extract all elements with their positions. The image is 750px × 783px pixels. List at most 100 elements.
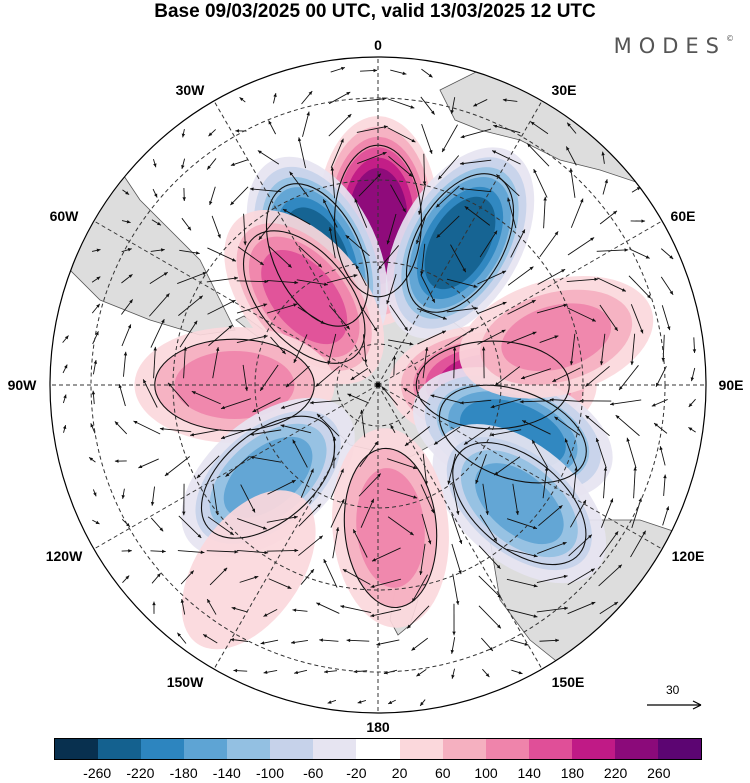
wind-arrow xyxy=(479,514,498,542)
wind-arrow xyxy=(370,578,402,588)
wind-arrow xyxy=(537,541,567,555)
reference-vector-label: 30 xyxy=(666,683,680,697)
wind-arrow xyxy=(121,488,125,499)
wind-arrow xyxy=(212,347,220,379)
wind-arrow xyxy=(520,368,552,380)
wind-arrow xyxy=(298,245,323,268)
wind-arrow xyxy=(230,638,249,642)
wind-arrow xyxy=(598,564,623,587)
wind-arrow xyxy=(149,271,168,284)
wind-arrow xyxy=(133,420,161,435)
wind-arrow xyxy=(220,428,252,440)
wind-arrow xyxy=(268,578,292,589)
wind-arrow xyxy=(630,530,647,558)
wind-arrow xyxy=(536,574,568,584)
colorbar-tick-label: 60 xyxy=(435,765,451,781)
wind-arrow xyxy=(660,248,674,260)
wind-arrow xyxy=(451,513,463,545)
wind-arrow xyxy=(450,244,467,273)
wind-arrow xyxy=(237,246,264,266)
wind-arrow xyxy=(633,466,637,499)
wind-arrow xyxy=(332,436,337,469)
wind-arrow xyxy=(152,601,156,614)
wind-arrow xyxy=(370,608,402,618)
wind-arrow xyxy=(450,97,456,114)
wind-arrow xyxy=(182,187,186,201)
wind-arrow xyxy=(433,426,461,445)
colorbar-tick-label: -220 xyxy=(126,765,155,781)
wind-arrow xyxy=(121,273,133,284)
wind-arrow xyxy=(315,365,340,387)
wind-arrow xyxy=(506,578,538,588)
wind-arrow xyxy=(91,276,101,283)
colorbar-tick-label: -140 xyxy=(212,765,241,781)
wind-arrow xyxy=(114,421,128,435)
colorbar-swatch xyxy=(98,739,142,759)
wind-arrow xyxy=(250,455,282,463)
wind-arrow xyxy=(596,248,629,252)
colorbar-ticks: -260 -220 -180 -140 -100 -60 -20 20 60 100 140 180 2… xyxy=(0,765,750,783)
wind-arrow xyxy=(178,515,202,539)
wind-arrow xyxy=(330,166,336,199)
wind-arrow xyxy=(570,198,584,228)
wind-arrow xyxy=(411,637,429,651)
wind-arrow xyxy=(346,638,370,643)
wind-arrow xyxy=(330,498,345,528)
wind-arrow xyxy=(628,275,652,299)
wind-arrow xyxy=(122,575,130,583)
wind-arrow xyxy=(653,422,668,434)
wind-arrow xyxy=(543,196,547,229)
wind-arrow xyxy=(359,441,379,468)
wind-arrow xyxy=(360,498,375,528)
lon-label-120w: 120W xyxy=(45,548,83,564)
wind-arrow xyxy=(570,499,587,528)
wind-arrow xyxy=(239,575,259,583)
contour-line xyxy=(265,183,369,327)
anomaly-center-11 xyxy=(181,490,316,650)
wind-arrow xyxy=(531,439,548,468)
wind-arrow xyxy=(421,513,432,545)
wind-arrow xyxy=(183,346,187,379)
wind-arrow xyxy=(292,439,308,468)
wind-arrow xyxy=(62,424,67,433)
wind-arrow xyxy=(452,483,460,515)
wind-arrow xyxy=(417,330,447,345)
wind-arrow xyxy=(459,159,492,166)
wind-arrow xyxy=(542,466,549,499)
wind-arrow xyxy=(651,399,668,407)
wind-arrow xyxy=(91,303,101,314)
wind-arrow xyxy=(153,346,157,379)
wind-arrow xyxy=(460,128,492,139)
wind-arrow xyxy=(478,575,502,599)
wind-arrow xyxy=(690,367,696,382)
wind-arrow xyxy=(121,299,134,315)
wind-arrow xyxy=(150,517,164,532)
wind-arrow xyxy=(358,473,382,497)
wind-arrow xyxy=(352,529,368,558)
colorbar-swatch xyxy=(657,739,701,759)
wind-arrow xyxy=(239,97,246,103)
wind-arrow xyxy=(266,280,299,285)
wind-arrow xyxy=(618,365,639,391)
lon-label-150w: 150W xyxy=(166,674,204,690)
wind-arrow xyxy=(237,518,267,530)
wind-arrow xyxy=(422,153,427,186)
wind-arrow xyxy=(446,306,479,313)
wind-arrow xyxy=(179,249,200,255)
wind-arrow xyxy=(609,399,642,406)
wind-arrow xyxy=(522,420,551,435)
wind-arrow xyxy=(554,416,581,436)
wind-arrow xyxy=(181,158,186,170)
wind-arrow xyxy=(142,379,158,408)
wind-arrow xyxy=(230,159,249,166)
wind-arrow xyxy=(354,198,368,228)
wind-arrow xyxy=(118,384,126,407)
wind-arrow xyxy=(530,121,549,135)
wind-arrow xyxy=(268,120,277,135)
wind-arrow xyxy=(481,637,494,652)
wind-arrow xyxy=(404,426,430,447)
wind-arrow xyxy=(150,248,165,252)
wind-arrow xyxy=(181,217,192,231)
wind-arrow xyxy=(519,399,552,404)
